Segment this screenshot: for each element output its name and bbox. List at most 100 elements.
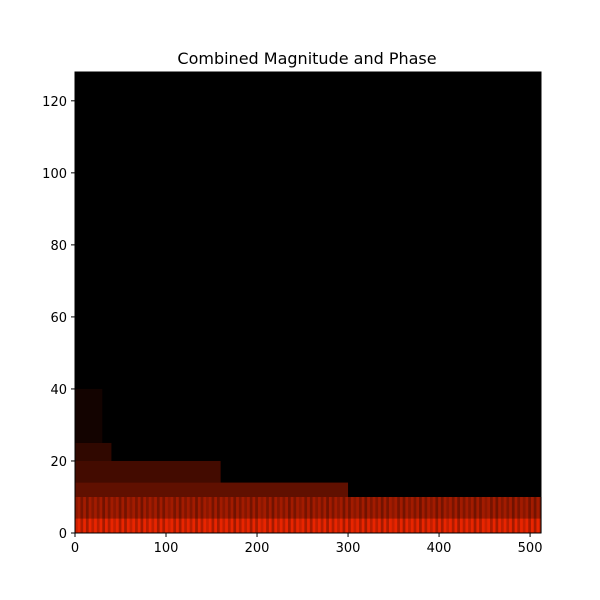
heatmap-stripe (162, 496, 166, 533)
heatmap-stripe (118, 496, 122, 533)
heatmap-stripe (402, 496, 406, 533)
heatmap-stripe (227, 496, 231, 533)
heatmap-stripe (369, 496, 373, 533)
heatmap-stripe (500, 496, 504, 533)
heatmap-stripe (107, 496, 111, 533)
heatmap-stripe (238, 496, 242, 533)
heatmap-stripe (184, 496, 187, 533)
heatmap-stripe (173, 496, 177, 533)
heatmap-stripe (151, 496, 155, 533)
y-tick-label: 60 (50, 311, 67, 326)
heatmap-stripe (511, 496, 515, 533)
heatmap-stripe (331, 496, 335, 533)
x-tick-label: 400 (427, 541, 452, 556)
heatmap-stripe (124, 496, 127, 533)
heatmap-stripe (260, 496, 264, 533)
heatmap-stripe (424, 496, 428, 533)
heatmap-stripe (222, 496, 226, 533)
y-tick-label: 0 (59, 527, 67, 542)
heatmap-stripe (277, 496, 280, 533)
heatmap-stripe (80, 496, 84, 533)
heatmap-stripe (102, 496, 106, 533)
heatmap-stripe (457, 496, 460, 533)
heatmap-stripe (140, 496, 144, 533)
heatmap-stripe (337, 496, 340, 533)
heatmap-stripe (211, 496, 215, 533)
heatmap-stripe (129, 496, 133, 533)
heatmap-band (75, 518, 541, 533)
x-tick-label: 100 (154, 541, 179, 556)
heatmap-stripe (506, 496, 510, 533)
heatmap-stripe (304, 496, 308, 533)
heatmap-stripe (216, 496, 220, 533)
heatmap-stripe (348, 496, 351, 533)
y-tick-label: 20 (50, 455, 67, 470)
heatmap-stripe (189, 496, 193, 533)
heatmap-stripe (233, 496, 237, 533)
heatmap-background (75, 72, 541, 533)
x-axis: 0 100 200 300 400 500 (71, 533, 543, 556)
heatmap-stripe (391, 496, 395, 533)
heatmap-stripe (96, 496, 100, 533)
plot-area (74, 71, 542, 534)
heatmap-stripe (528, 496, 531, 533)
y-tick-label: 40 (50, 383, 67, 398)
chart-title: Combined Magnitude and Phase (177, 49, 436, 68)
heatmap-stripe (326, 496, 329, 533)
heatmap-stripe (156, 496, 160, 533)
heatmap-stripe (195, 496, 198, 533)
heatmap-stripe (484, 496, 488, 533)
heatmap-stripe (167, 496, 171, 533)
heatmap-stripe (271, 496, 275, 533)
heatmap-stripe (429, 496, 433, 533)
x-tick-label: 0 (71, 541, 79, 556)
y-tick-label: 80 (50, 239, 67, 254)
heatmap-stripe (451, 496, 455, 533)
heatmap-stripe (342, 496, 346, 533)
heatmap-stripe (320, 496, 324, 533)
heatmap-stripe (473, 496, 477, 533)
x-tick-label: 500 (518, 541, 543, 556)
heatmap-stripe (533, 496, 537, 533)
heatmap-stripe (309, 496, 313, 533)
heatmap-band (75, 482, 349, 497)
heatmap-stripe (206, 496, 209, 533)
heatmap-stripe (364, 496, 368, 533)
heatmap-stripe (75, 496, 78, 533)
heatmap-stripe (287, 496, 291, 533)
plot-frame (74, 71, 542, 534)
y-tick-label: 100 (42, 167, 67, 182)
heatmap-stripe (397, 496, 400, 533)
heatmap-stripe (419, 496, 422, 533)
heatmap-stripe (446, 496, 450, 533)
y-tick-label: 120 (42, 95, 67, 110)
heatmap-stripe (468, 496, 471, 533)
heatmap-stripe (266, 496, 269, 533)
heatmap-stripe (435, 496, 439, 533)
heatmap-stripe (255, 496, 258, 533)
heatmap-stripe (91, 496, 95, 533)
heatmap-stripe (517, 496, 521, 533)
heatmap-stripe (440, 496, 444, 533)
heatmap-stripe (522, 496, 526, 533)
heatmap-band (75, 460, 221, 483)
heatmap-stripe (145, 496, 149, 533)
heatmap-stripe (386, 496, 390, 533)
x-tick-label: 300 (336, 541, 361, 556)
heatmap-stripe (244, 496, 248, 533)
heatmap-stripe (298, 496, 302, 533)
heatmap-stripe (495, 496, 499, 533)
heatmap-stripe (413, 496, 417, 533)
heatmap-band (75, 388, 103, 443)
heatmap-stripe (490, 496, 493, 533)
heatmap-stripe (315, 496, 319, 533)
heatmap-stripe (462, 496, 466, 533)
heatmap-stripe (408, 496, 411, 533)
heatmap-band (75, 442, 112, 461)
heatmap-stripe (353, 496, 357, 533)
heatmap-stripe (380, 496, 384, 533)
heatmap-stripe (200, 496, 204, 533)
x-tick-label: 200 (245, 541, 270, 556)
heatmap-stripe (178, 496, 182, 533)
